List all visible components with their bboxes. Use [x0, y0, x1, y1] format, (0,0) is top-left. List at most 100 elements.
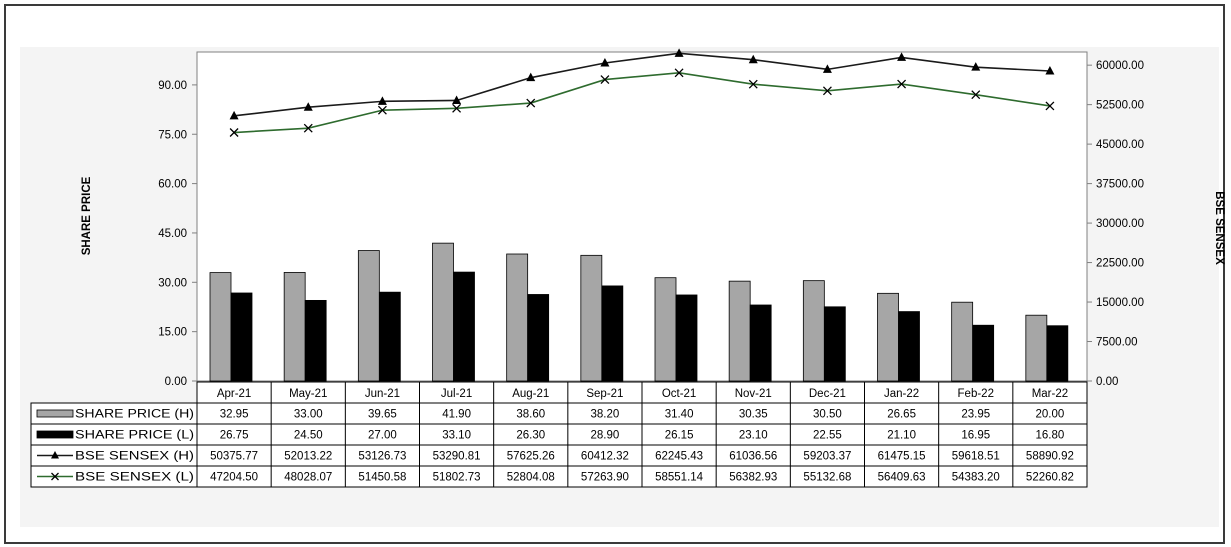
bar-share-price-low — [230, 292, 253, 382]
marker-sensex-high — [452, 95, 462, 104]
x-tick-label: Feb-22 — [958, 388, 994, 400]
legend-key-share-price-high — [36, 409, 74, 418]
legend-marker-sensex-high — [51, 451, 59, 459]
y-tick-label: 45.00 — [158, 228, 187, 240]
data-label-sensex-low: 57263.90 — [581, 472, 629, 484]
x-tick-label: Sep-21 — [586, 388, 623, 400]
y2-tick-label: 22500.00 — [1096, 258, 1144, 270]
legend-label-sensex-low: BSE SENSEX (L) — [75, 472, 194, 484]
y-tick-label: 15.00 — [158, 327, 187, 339]
data-label-sensex-high: 59618.51 — [952, 451, 1000, 463]
data-label-share-price-low: 22.55 — [813, 430, 842, 442]
data-label-sensex-low: 51450.58 — [358, 472, 406, 484]
data-label-share-price-high: 30.35 — [739, 409, 768, 421]
legend-label-share-price-low: SHARE PRICE (L) — [75, 430, 194, 442]
data-label-share-price-high: 30.50 — [813, 409, 842, 421]
data-label-sensex-high: 62245.43 — [655, 451, 703, 463]
x-tick-label: Aug-21 — [512, 388, 549, 400]
data-label-sensex-low: 54383.20 — [952, 472, 1000, 484]
bar-share-price-high — [506, 253, 529, 382]
axes-group: 0.00 15.00 30.00 45.00 60.00 75.00 90.00 0.00 75… — [81, 60, 1225, 388]
data-label-share-price-low: 26.15 — [665, 430, 694, 442]
marker-sensex-low — [897, 79, 907, 89]
bar-share-price-high — [357, 250, 380, 382]
y-tick-label: 90.00 — [158, 80, 187, 92]
marker-sensex-high — [1045, 65, 1055, 75]
bar-share-price-low — [823, 306, 846, 382]
marker-sensex-high — [674, 48, 684, 57]
marker-sensex-low — [674, 68, 684, 78]
marker-sensex-high — [526, 72, 536, 82]
data-label-sensex-low: 48028.07 — [284, 472, 332, 484]
bar-share-price-high — [209, 272, 232, 382]
y2-tick-label: 7500.00 — [1096, 337, 1138, 349]
x-tick-label: Mar-22 — [1032, 388, 1068, 400]
data-label-share-price-high: 39.65 — [368, 409, 397, 421]
x-tick-label: May-21 — [289, 388, 327, 400]
data-label-share-price-low: 16.95 — [961, 430, 990, 442]
data-label-share-price-low: 33.10 — [442, 430, 471, 442]
marker-sensex-high — [303, 102, 313, 111]
data-label-share-price-low: 23.10 — [739, 430, 768, 442]
data-label-sensex-high: 59203.37 — [803, 451, 851, 463]
data-label-share-price-high: 38.20 — [591, 409, 620, 421]
data-label-sensex-high: 58890.92 — [1026, 451, 1074, 463]
marker-sensex-low — [748, 79, 758, 89]
y2-tick-label: 45000.00 — [1096, 139, 1144, 151]
y2-tick-label: 0.00 — [1096, 376, 1118, 388]
data-label-sensex-low: 52260.82 — [1026, 472, 1074, 484]
y2-tick-label: 30000.00 — [1096, 218, 1144, 230]
marker-sensex-low — [452, 103, 462, 113]
data-label-sensex-high: 61036.56 — [729, 451, 777, 463]
data-label-sensex-high: 52013.22 — [284, 451, 332, 463]
marker-sensex-low — [526, 98, 536, 108]
data-label-share-price-low: 24.50 — [294, 430, 323, 442]
bar-share-price-high — [877, 292, 899, 382]
data-label-share-price-low: 28.90 — [591, 430, 620, 442]
marker-sensex-high — [377, 96, 387, 105]
bar-share-price-low — [972, 324, 995, 382]
marker-sensex-low — [1045, 101, 1055, 111]
data-label-sensex-high: 57625.26 — [507, 451, 555, 463]
y-tick-label: 0.00 — [165, 376, 187, 388]
line-sensex-low — [234, 71, 1051, 134]
bar-share-price-low — [898, 311, 920, 382]
bar-share-price-high — [580, 254, 603, 382]
bar-share-price-high — [728, 280, 751, 382]
marker-sensex-low — [971, 90, 981, 100]
x-tick-label: Dec-21 — [809, 388, 846, 400]
data-label-sensex-low: 51802.73 — [433, 472, 481, 484]
bar-share-price-low — [1046, 325, 1069, 382]
bar-share-price-low — [675, 294, 698, 382]
bar-share-price-low — [453, 271, 475, 382]
x-tick-label: Oct-21 — [662, 388, 697, 400]
bar-share-price-high — [802, 280, 825, 382]
data-table: Apr-21 May-21 Jun-21 Jul-21 Aug-21 Sep-21 Oct-… — [30, 381, 1088, 488]
legend-marker-sensex-low — [51, 472, 59, 481]
x-tick-label: Nov-21 — [735, 388, 772, 400]
data-label-share-price-high: 23.95 — [961, 409, 990, 421]
y2-tick-label: 37500.00 — [1096, 179, 1144, 191]
plot-background — [196, 51, 1088, 382]
line-sensex-high — [233, 52, 1050, 117]
data-label-share-price-high: 31.40 — [665, 409, 694, 421]
data-label-share-price-low: 26.75 — [220, 430, 249, 442]
data-label-share-price-low: 27.00 — [368, 430, 397, 442]
data-label-share-price-high: 41.90 — [442, 409, 471, 421]
x-tick-label: Jul-21 — [441, 388, 472, 400]
data-label-sensex-high: 50375.77 — [210, 451, 258, 463]
marker-sensex-high — [229, 110, 239, 120]
y2-tick-label: 60000.00 — [1096, 60, 1144, 72]
marker-sensex-low — [600, 75, 610, 85]
data-label-sensex-high: 60412.32 — [581, 451, 629, 463]
marker-sensex-low — [822, 86, 832, 96]
data-label-sensex-low: 55132.68 — [803, 472, 851, 484]
bar-share-price-low — [749, 304, 772, 382]
bar-share-price-high — [283, 272, 306, 382]
y-tick-label: 30.00 — [158, 277, 187, 289]
data-label-sensex-low: 52804.08 — [507, 472, 555, 484]
x-tick-label: Apr-21 — [217, 388, 252, 400]
data-label-share-price-low: 26.30 — [516, 430, 545, 442]
marker-sensex-high — [600, 57, 610, 67]
